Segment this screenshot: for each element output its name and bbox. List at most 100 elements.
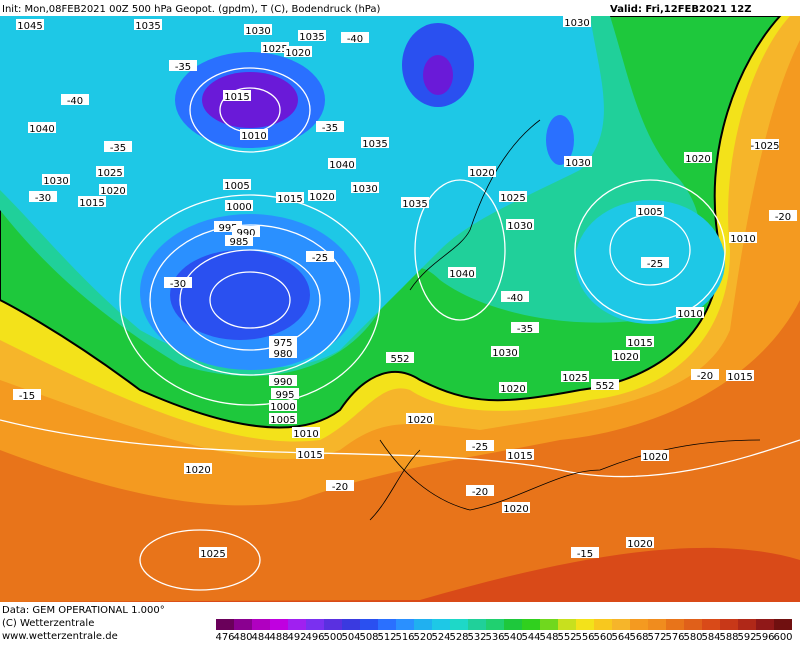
map xyxy=(0,15,800,602)
label-box xyxy=(641,450,669,461)
label-box xyxy=(284,46,312,57)
colorbar-swatch xyxy=(432,619,450,630)
map-label: 1035 xyxy=(135,21,160,32)
colorbar-label: 496 xyxy=(305,632,324,642)
map-label: 1025 xyxy=(200,549,225,560)
colorbar-label: 576 xyxy=(665,632,684,642)
map-label: 1020 xyxy=(469,168,494,179)
colorbar-label: 600 xyxy=(773,632,792,642)
label-box xyxy=(729,232,757,243)
label-box xyxy=(199,547,227,558)
map-label: 1010 xyxy=(241,131,266,142)
colorbar-label: 504 xyxy=(341,632,360,642)
map-label: 1015 xyxy=(627,338,652,349)
map-label: 1045 xyxy=(17,21,42,32)
label-box xyxy=(751,139,779,150)
colorbar-label: 540 xyxy=(503,632,522,642)
map-label: -35 xyxy=(517,324,533,335)
map-label: 1020 xyxy=(503,504,528,515)
colorbar-label: 588 xyxy=(719,632,738,642)
coastlines xyxy=(369,119,761,521)
label-box xyxy=(225,200,253,211)
colorbar-label: 544 xyxy=(521,632,540,642)
label-box xyxy=(269,400,297,411)
label-box xyxy=(164,277,192,288)
label-box xyxy=(326,480,354,491)
label-box xyxy=(269,413,297,424)
label-box xyxy=(61,94,89,105)
colorbar-swatch xyxy=(594,619,612,630)
label-box xyxy=(466,485,494,496)
label-box xyxy=(511,322,539,333)
label-box xyxy=(223,90,251,101)
map-label: 1040 xyxy=(329,160,354,171)
colorbar-swatch xyxy=(684,619,702,630)
colorbar-swatch xyxy=(414,619,432,630)
map-label: -35 xyxy=(322,123,338,134)
map-label: 1020 xyxy=(407,415,432,426)
label-box xyxy=(134,19,162,30)
map-label: 1000 xyxy=(270,402,295,413)
label-box xyxy=(99,184,127,195)
colorbar-swatch xyxy=(360,619,378,630)
map-label: 552 xyxy=(390,354,409,365)
map-label: 1035 xyxy=(362,139,387,150)
colorbar-label: 488 xyxy=(269,632,288,642)
footer-url: www.wetterzentrale.de xyxy=(2,631,118,642)
label-box xyxy=(104,141,132,152)
colorbar-swatch xyxy=(774,619,792,630)
map-label: 1010 xyxy=(730,234,755,245)
label-box xyxy=(691,369,719,380)
label-box xyxy=(225,235,253,246)
map-label: 1015 xyxy=(727,372,752,383)
label-box xyxy=(316,121,344,132)
colorbar-label: 508 xyxy=(359,632,378,642)
map-label: 1020 xyxy=(642,452,667,463)
map-label: 1005 xyxy=(637,207,662,218)
map-label: 1020 xyxy=(285,48,310,59)
label-box xyxy=(271,388,299,399)
map-label: 1015 xyxy=(297,450,322,461)
label-box xyxy=(684,152,712,163)
header-init: Init: Mon,08FEB2021 00Z 500 hPa Geopot. … xyxy=(2,4,380,15)
map-label: 552 xyxy=(595,381,614,392)
map-label: 995 xyxy=(275,390,294,401)
map-label: 990 xyxy=(273,377,292,388)
map-label: -35 xyxy=(175,62,191,73)
colorbar-swatch xyxy=(522,619,540,630)
map-label: -35 xyxy=(110,143,126,154)
colorbar-label: 592 xyxy=(737,632,756,642)
label-box xyxy=(223,179,251,190)
map-label: 1020 xyxy=(685,154,710,165)
footer-data: Data: GEM OPERATIONAL 1.000° xyxy=(2,605,165,616)
map-label: 975 xyxy=(273,338,292,349)
colorbar-label: 552 xyxy=(557,632,576,642)
colorbar-swatch xyxy=(702,619,720,630)
label-box xyxy=(269,336,297,347)
colorbar-swatch xyxy=(234,619,252,630)
map-label: 1030 xyxy=(245,26,270,37)
map-label: -40 xyxy=(347,34,363,45)
label-box xyxy=(29,191,57,202)
colorbar-label: 572 xyxy=(647,632,666,642)
map-label: -20 xyxy=(775,212,791,223)
colorbar-label: 596 xyxy=(755,632,774,642)
map-label: 1020 xyxy=(309,192,334,203)
label-box xyxy=(276,192,304,203)
map-label: -40 xyxy=(507,293,523,304)
colorbar-label: 580 xyxy=(683,632,702,642)
field-blue-small xyxy=(546,115,574,165)
colorbar-label: 480 xyxy=(233,632,252,642)
label-box xyxy=(564,156,592,167)
map-label: 1020 xyxy=(500,384,525,395)
field-deep-blue xyxy=(170,250,310,340)
label-box xyxy=(401,197,429,208)
map-label: -30 xyxy=(170,279,186,290)
label-box xyxy=(506,449,534,460)
footer-copyright: (C) Wetterzentrale xyxy=(2,618,94,629)
label-box xyxy=(448,267,476,278)
label-box xyxy=(466,440,494,451)
label-box xyxy=(240,129,268,140)
map-label: 1030 xyxy=(507,221,532,232)
map-label: 1005 xyxy=(224,181,249,192)
